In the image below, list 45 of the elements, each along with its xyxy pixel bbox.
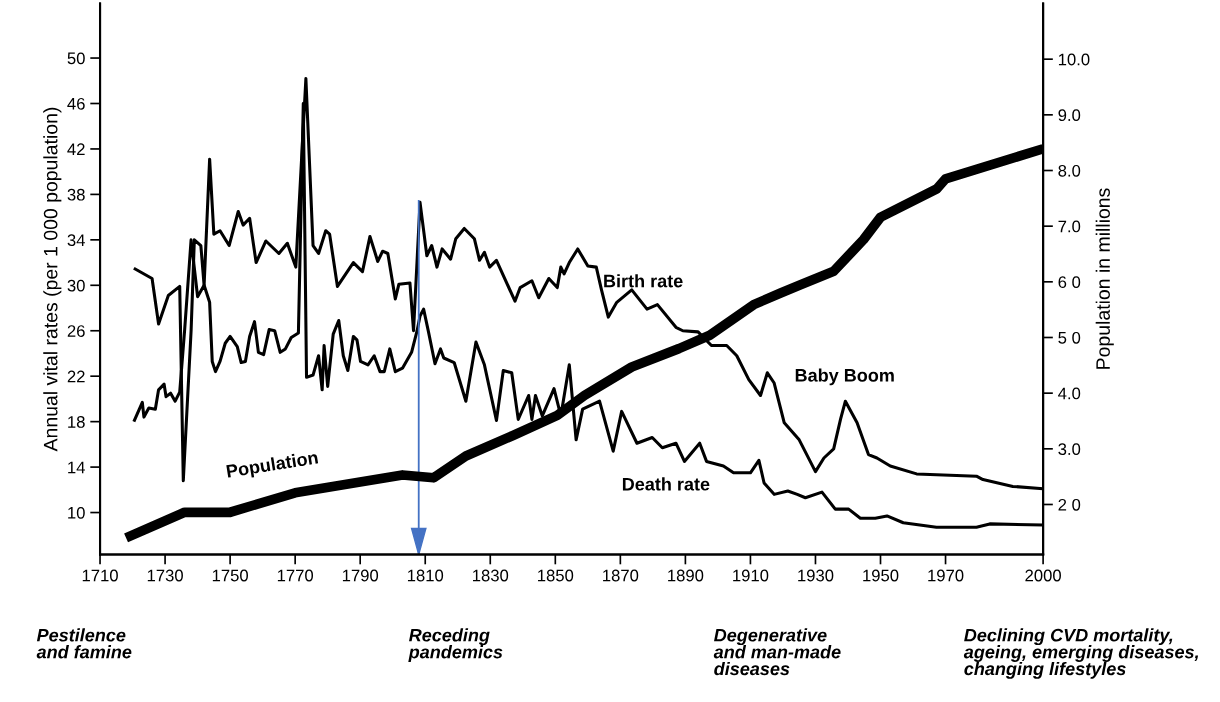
y2-tick-label: 7.0 bbox=[1058, 220, 1081, 233]
x-tick-label: 1890 bbox=[668, 569, 704, 582]
x-tick-label: 1770 bbox=[277, 569, 314, 582]
series-label: Birth rate bbox=[604, 274, 683, 288]
text: Pestilence and famine bbox=[36, 628, 132, 659]
y2-tick-label: 2 0 bbox=[1058, 498, 1081, 511]
y2-tick-label: 6 0 bbox=[1058, 276, 1081, 289]
y2-tick-label: 4.0 bbox=[1058, 387, 1081, 400]
annotation: Baby Boom bbox=[795, 368, 894, 386]
y-tick-label: 18 bbox=[68, 416, 85, 428]
y-tick-label: 42 bbox=[67, 143, 85, 155]
x-tick-label: 1870 bbox=[603, 569, 639, 582]
y-tick-label: 30 bbox=[67, 279, 85, 292]
x-tick-label: 1950 bbox=[863, 569, 899, 582]
y2-axis-title: Population in millions bbox=[1095, 188, 1114, 369]
text: Receding pandemics bbox=[408, 628, 503, 662]
x-tick-label: 1790 bbox=[342, 569, 379, 582]
series-label: Death rate bbox=[622, 477, 710, 491]
x-tick-label: 2000 bbox=[1025, 569, 1061, 582]
x-tick-label: 1810 bbox=[407, 569, 444, 582]
x-tick-label: 1730 bbox=[147, 569, 183, 582]
x-tick-label: 1970 bbox=[928, 569, 964, 582]
y-tick-label: 22 bbox=[67, 370, 85, 383]
y-axis-title: Annual vital rates (per 1 000 population) bbox=[43, 107, 62, 452]
y-tick-label: 38 bbox=[67, 188, 85, 201]
y-tick-label: 26 bbox=[67, 325, 85, 337]
y-tick-label: 34 bbox=[67, 234, 85, 247]
y2-tick-label: 8.0 bbox=[1058, 164, 1081, 177]
text: Population bbox=[226, 450, 319, 482]
x-tick-label: 1930 bbox=[798, 569, 834, 582]
y-tick-label: 14 bbox=[68, 461, 85, 474]
y2-tick-label: 5 0 bbox=[1058, 331, 1081, 344]
text: Degenerative and man-made diseases bbox=[713, 628, 841, 676]
x-tick-label: 1750 bbox=[212, 569, 249, 582]
y2-tick-label: 9.0 bbox=[1058, 109, 1081, 122]
y-tick-label: 46 bbox=[67, 97, 85, 110]
x-tick-label: 1910 bbox=[733, 569, 769, 582]
x-tick-label: 1830 bbox=[473, 569, 509, 582]
y-tick-label: 10 bbox=[68, 506, 85, 519]
y2-tick-label: 3.0 bbox=[1058, 443, 1081, 456]
y2-tick-label: 10.0 bbox=[1058, 53, 1090, 66]
x-tick-label: 1850 bbox=[538, 569, 574, 582]
x-tick-label: 1710 bbox=[82, 569, 118, 582]
text: Declining CVD mortality, ageing, emerging diseases, changing lifestyles bbox=[963, 628, 1199, 679]
y-tick-label: 50 bbox=[67, 52, 85, 65]
